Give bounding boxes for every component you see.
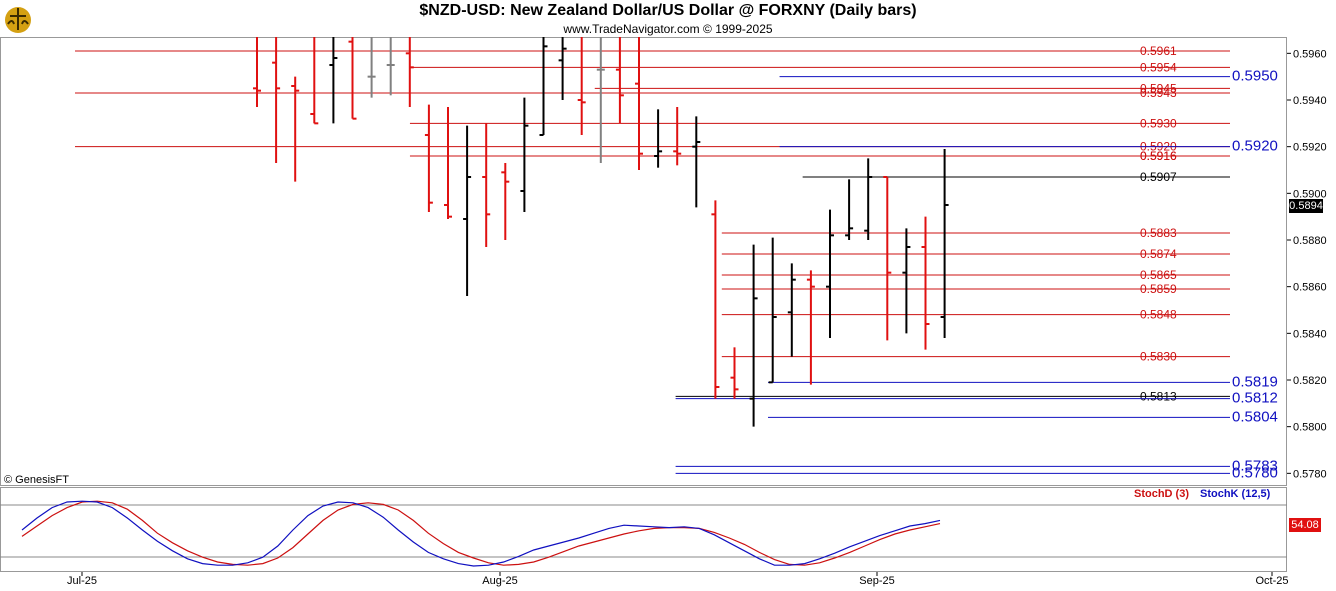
last-price-badge: 0.5894: [1289, 199, 1323, 213]
ohlc-bar: [596, 37, 605, 163]
y-tick-label: 0.5900: [1293, 188, 1327, 200]
ohlc-bar: [654, 109, 663, 168]
y-tick-label: 0.5800: [1293, 422, 1327, 434]
copyright-note: © GenesisFT: [4, 474, 69, 486]
ohlc-bar: [424, 104, 433, 212]
ohlc-bar: [787, 263, 796, 357]
ohlc-bar: [768, 237, 777, 384]
level-label: 0.5920: [1232, 138, 1278, 155]
ohlc-bar: [711, 200, 720, 399]
level-label: 0.5943: [1140, 86, 1177, 100]
ohlc-bar: [749, 244, 758, 427]
ohlc-bar: [635, 37, 643, 170]
stochastic-panel: [0, 487, 1287, 572]
stochastic-value-badge: 54.08: [1289, 518, 1321, 532]
ohlc-bar: [826, 209, 834, 338]
ohlc-bar: [864, 158, 873, 240]
x-tick-label: Aug-25: [482, 575, 517, 587]
level-label: 0.5874: [1140, 247, 1177, 261]
level-label: 0.5780: [1232, 464, 1278, 481]
y-tick-label: 0.5960: [1293, 48, 1327, 60]
ohlc-bar: [730, 347, 739, 399]
y-tick-label: 0.5840: [1293, 328, 1327, 340]
level-label: 0.5954: [1140, 60, 1177, 74]
level-label: 0.5830: [1140, 350, 1177, 364]
level-label: 0.5916: [1140, 149, 1177, 163]
level-label: 0.5950: [1232, 68, 1278, 85]
legend-stochd: StochD (3): [1134, 488, 1189, 500]
ohlc-bar: [482, 123, 491, 247]
chart-subtitle: www.TradeNavigator.com © 1999-2025: [563, 22, 773, 36]
ohlc-bar: [444, 107, 452, 219]
level-label: 0.5930: [1140, 116, 1177, 130]
ohlc-bar: [902, 228, 911, 334]
price-panel: [0, 37, 1287, 486]
ohlc-bar: [845, 179, 854, 240]
y-tick-label: 0.5780: [1293, 468, 1327, 480]
level-label: 0.5945: [1140, 81, 1177, 95]
level-label: 0.5907: [1140, 170, 1177, 184]
ohlc-bar: [921, 216, 930, 350]
ohlc-bar: [558, 37, 567, 100]
ohlc-bar: [539, 37, 548, 136]
ohlc-bar: [367, 37, 376, 98]
ohlc-bar: [386, 37, 395, 96]
ohlc-bar: [577, 37, 586, 135]
x-tick-label: Oct-25: [1255, 575, 1288, 587]
y-tick-label: 0.5920: [1293, 142, 1327, 154]
date-axis: Jul-25 Aug-25 Sep-25 Oct-25: [67, 572, 1289, 587]
ohlc-bar: [940, 149, 949, 338]
ohlc-bar: [520, 97, 529, 212]
stochastic-lines: [21, 500, 941, 567]
ohlc-bars: [253, 37, 949, 427]
level-label: 0.5883: [1140, 226, 1177, 240]
stochastic-series: [21, 500, 941, 567]
level-label: 0.5865: [1140, 268, 1177, 282]
ohlc-bar: [272, 37, 281, 163]
ohlc-bar: [501, 163, 510, 240]
ohlc-bar: [405, 37, 414, 107]
level-label: 0.5804: [1232, 408, 1278, 425]
y-tick-label: 0.5940: [1293, 95, 1327, 107]
y-tick-label: 0.5820: [1293, 375, 1327, 387]
stochastic-series: [21, 500, 941, 566]
level-label: 0.5859: [1140, 282, 1177, 296]
x-tick-label: Jul-25: [67, 575, 97, 587]
ohlc-bar: [463, 125, 472, 296]
ohlc-bar: [806, 270, 815, 385]
ohlc-bar: [291, 76, 300, 182]
legend-stochk: StochK (12,5): [1200, 488, 1271, 500]
ohlc-bar: [673, 107, 682, 166]
level-label: 0.5812: [1232, 390, 1278, 407]
y-tick-label: 0.5880: [1293, 235, 1327, 247]
x-tick-label: Sep-25: [859, 575, 894, 587]
price-axis: 0.5960 0.5940 0.5920 0.5900 0.5880 0.5860 0.58…: [1287, 48, 1327, 480]
ohlc-bar: [310, 37, 319, 125]
level-label: 0.5783: [1232, 457, 1278, 474]
ohlc-bar: [883, 176, 892, 341]
ohlc-bar: [615, 37, 624, 124]
level-label: 0.5848: [1140, 308, 1177, 322]
chart-title: $NZD-USD: New Zealand Dollar/US Dollar @…: [419, 2, 917, 19]
level-label: 0.5813: [1140, 389, 1177, 403]
ohlc-bar: [348, 37, 357, 120]
level-label: 0.5819: [1232, 373, 1278, 390]
level-label: 0.5961: [1140, 44, 1177, 58]
ohlc-bar: [692, 116, 701, 208]
y-tick-label: 0.5860: [1293, 282, 1327, 294]
ohlc-bar: [253, 37, 261, 107]
ohlc-bar: [329, 37, 338, 124]
trade-navigator-logo: [5, 7, 31, 33]
